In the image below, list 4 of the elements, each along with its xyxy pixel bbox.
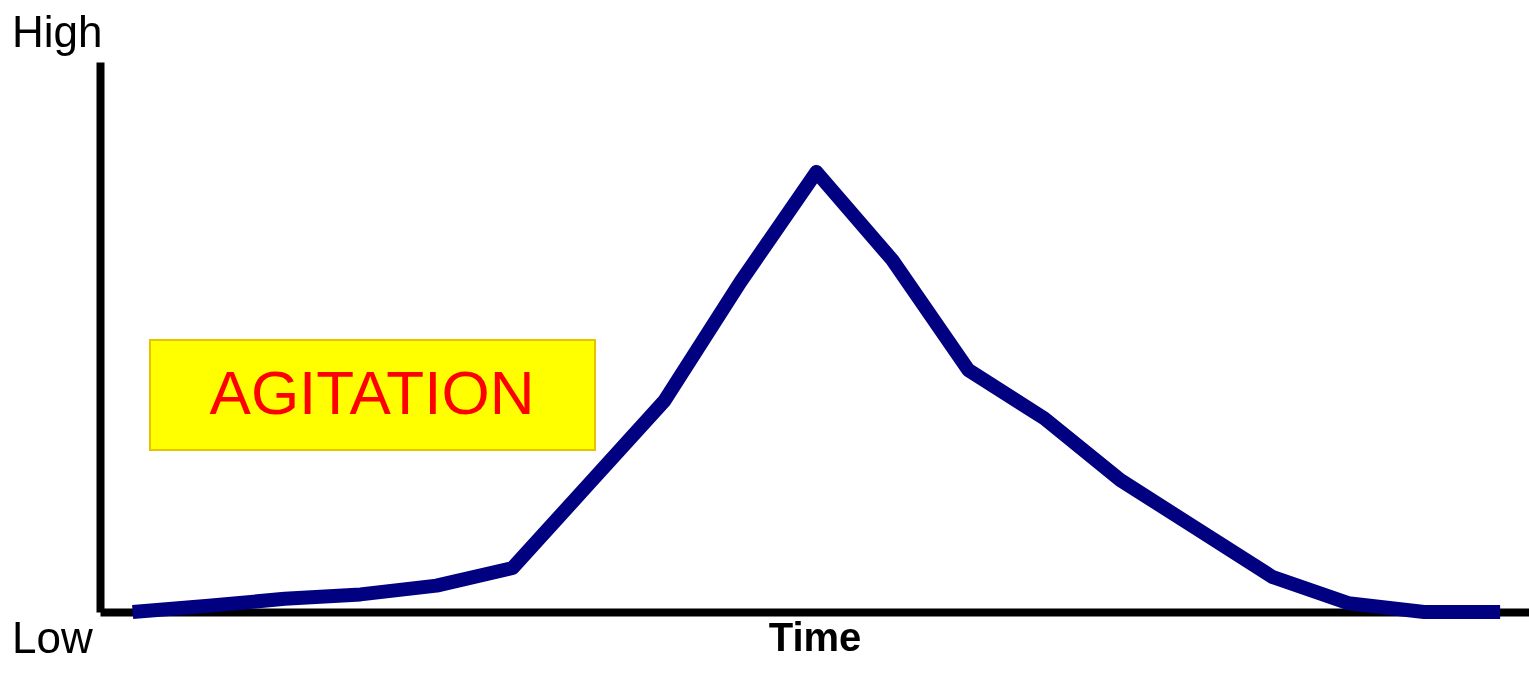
- x-axis-title: Time: [768, 614, 862, 659]
- text: High: [12, 7, 103, 56]
- annotation: AGITATION: [209, 358, 535, 427]
- text: Low: [12, 613, 93, 662]
